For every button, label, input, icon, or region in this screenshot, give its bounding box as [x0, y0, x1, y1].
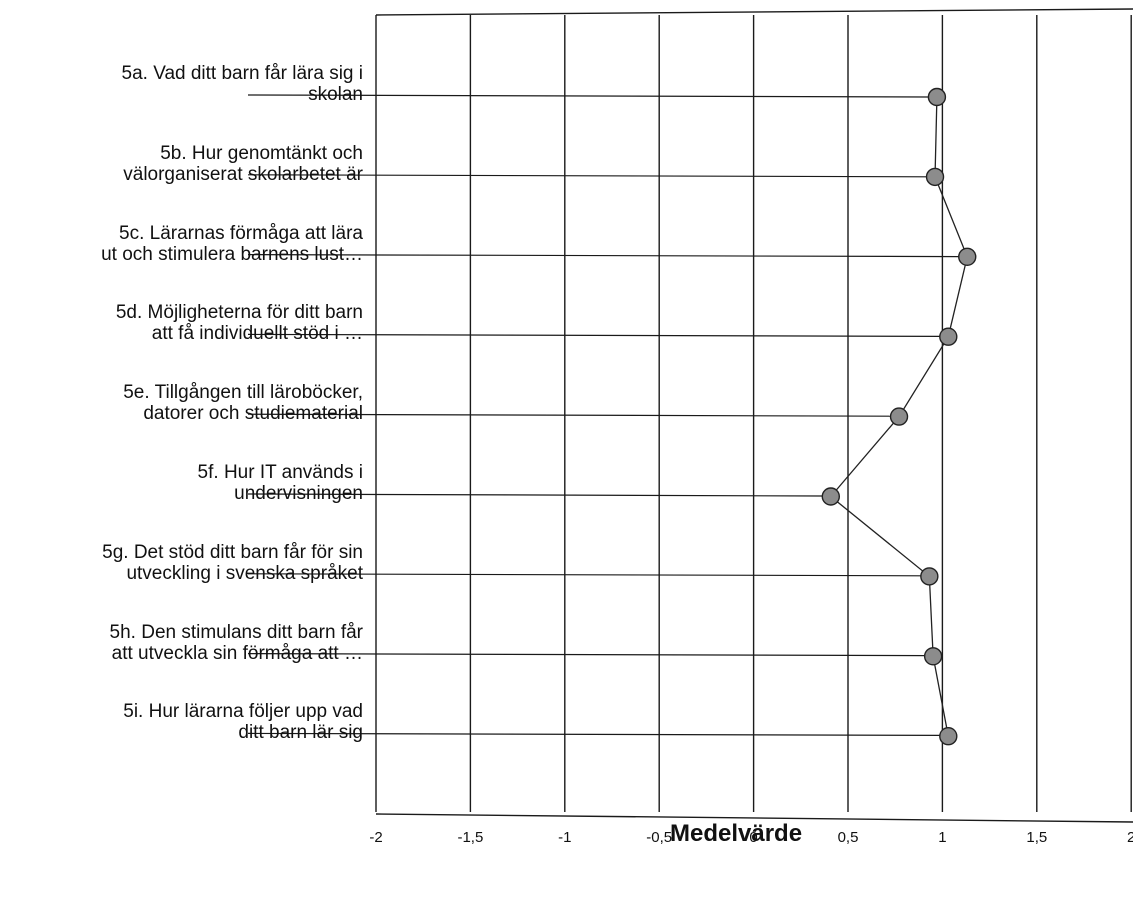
x-tick-label-0: -2: [369, 829, 382, 846]
leader-line-5: [247, 493, 823, 497]
category-label-3: 5d. Möjligheterna för ditt barn att få i…: [115, 302, 363, 345]
category-label-0: 5a. Vad ditt barn får lära sig i skolan: [121, 63, 364, 105]
x-tick-label-2: -1: [558, 829, 571, 846]
x-axis-title: Medelvärde: [670, 820, 803, 847]
leader-line-6: [247, 573, 922, 577]
leader-line-1: [247, 174, 928, 178]
leader-line-4: [247, 413, 892, 417]
x-tick-labels: -2 -1,5 -1 -0,5 0 0,5 1 1,5 2: [369, 829, 1133, 846]
data-point-2: [958, 247, 977, 266]
x-tick-label-8: 2: [1127, 829, 1133, 846]
data-point-6: [920, 567, 939, 586]
category-label-5: 5f. Hur IT används i undervisningen: [197, 462, 363, 504]
x-tick-label-1: -1,5: [457, 829, 483, 846]
data-point-3: [939, 327, 958, 346]
x-tick-label-4: 0: [749, 829, 757, 846]
category-label-2: 5c. Lärarnas förmåga att lära ut och sti…: [101, 222, 363, 265]
x-tick-label-7: 1,5: [1026, 829, 1047, 846]
plot-frame: [375, 8, 1133, 823]
data-point-4: [889, 407, 909, 426]
category-label-7: 5h. Den stimulans ditt barn får att utve…: [109, 621, 363, 664]
data-point-8: [939, 727, 958, 746]
leader-line-0: [247, 94, 929, 98]
leader-line-2: [247, 254, 960, 258]
leader-line-7: [247, 652, 926, 657]
data-point-1: [925, 167, 945, 187]
x-tick-label-6: 1: [938, 829, 946, 846]
data-point-0: [927, 87, 947, 107]
data-point-7: [923, 647, 943, 666]
x-tick-label-3: -0,5: [646, 829, 672, 846]
leader-line-3: [247, 333, 941, 337]
category-label-8: 5i. Hur lärarna följer upp vad ditt barn…: [123, 701, 363, 744]
category-leader-lines: [247, 94, 960, 737]
category-label-6: 5g. Det stöd ditt barn får för sin utvec…: [102, 541, 363, 584]
category-label-1: 5b. Hur genomtänkt och välorganiserat sk…: [123, 142, 363, 185]
data-point-5: [821, 487, 840, 506]
x-tick-label-5: 0,5: [838, 829, 859, 846]
grid-lines: [375, 15, 1132, 812]
data-points: [821, 87, 977, 746]
frame-bottom: [375, 813, 1133, 823]
leader-line-8: [247, 732, 941, 737]
category-label-4: 5e. Tillgången till läroböcker, datorer …: [123, 382, 363, 425]
frame-top: [375, 8, 1133, 16]
